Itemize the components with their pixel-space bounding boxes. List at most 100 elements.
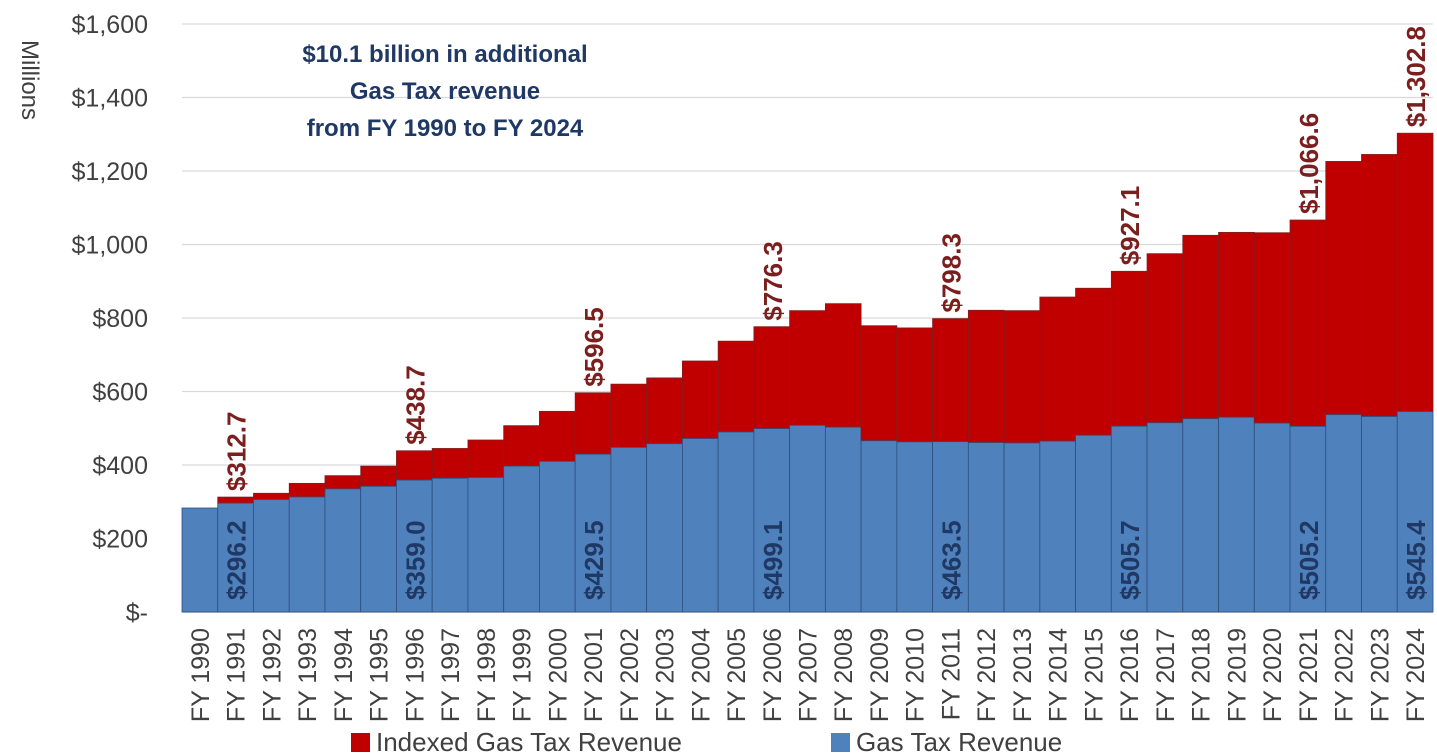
x-tick-label: FY 1991 bbox=[223, 628, 251, 722]
bar-gas-tax bbox=[431, 477, 469, 613]
x-axis-ticks: FY 1990 FY 1991 FY 1992 FY 1993 FY 1994 FY 19… bbox=[187, 628, 1430, 722]
bar-indexed-gas-tax bbox=[860, 325, 898, 442]
bar-indexed-gas-tax bbox=[288, 482, 326, 498]
bar-gas-tax bbox=[1289, 425, 1327, 613]
bar-indexed-gas-tax bbox=[1289, 219, 1327, 427]
callout-line-2: Gas Tax revenue bbox=[349, 78, 541, 105]
data-label-total: $927.1 bbox=[1115, 186, 1145, 266]
bar-gas-tax bbox=[1146, 422, 1184, 613]
bar-indexed-gas-tax bbox=[360, 465, 397, 487]
bar-indexed-gas-tax bbox=[610, 383, 648, 448]
x-tick-label: FY 2021 bbox=[1295, 628, 1323, 722]
bar-indexed-gas-tax bbox=[1396, 132, 1434, 412]
data-label-gas-tax: $359.0 bbox=[400, 520, 430, 600]
bar-gas-tax bbox=[1325, 414, 1362, 613]
bar-indexed-gas-tax bbox=[646, 377, 683, 445]
bar-gas-tax bbox=[824, 426, 862, 613]
bar-indexed-gas-tax bbox=[1039, 296, 1076, 442]
data-labels: $296.2 $359.0 $429.5 $499.1 $463.5 $505.7 $505… bbox=[222, 26, 1432, 600]
x-tick-label: FY 1994 bbox=[330, 628, 358, 722]
bar-gas-tax bbox=[896, 441, 933, 613]
y-tick-label: $800 bbox=[92, 305, 148, 333]
bar-gas-tax bbox=[1003, 442, 1041, 613]
y-tick-label: $1,600 bbox=[72, 11, 148, 39]
x-tick-label: FY 2002 bbox=[616, 628, 644, 722]
data-label-gas-tax: $505.2 bbox=[1294, 520, 1324, 600]
y-tick-label: $1,200 bbox=[72, 158, 148, 186]
data-label-gas-tax: $499.1 bbox=[758, 520, 788, 600]
legend-label-gas-tax: Gas Tax Revenue bbox=[856, 727, 1062, 756]
legend-swatch-indexed bbox=[351, 733, 370, 752]
bar-gas-tax bbox=[288, 496, 326, 613]
x-tick-label: FY 2003 bbox=[652, 628, 680, 722]
callout-line-1: $10.1 billion in additional bbox=[302, 41, 588, 68]
data-label-total: $798.3 bbox=[936, 233, 966, 313]
y-axis-ticks: $- $200 $400 $600 $800 $1,000 $1,200 $1,400 $1,6… bbox=[72, 11, 148, 627]
legend-label-indexed: Indexed Gas Tax Revenue bbox=[376, 727, 682, 756]
bar-gas-tax bbox=[682, 438, 719, 613]
x-tick-label: FY 2018 bbox=[1188, 628, 1216, 722]
bar-gas-tax bbox=[539, 460, 576, 613]
bar-gas-tax bbox=[181, 507, 219, 613]
bar-gas-tax bbox=[324, 488, 362, 613]
data-label-total: $1,066.6 bbox=[1294, 113, 1324, 214]
bar-indexed-gas-tax bbox=[932, 318, 969, 443]
x-tick-label: FY 1993 bbox=[294, 628, 322, 722]
y-axis-label: Millions bbox=[16, 40, 43, 120]
bar-gas-tax bbox=[1039, 440, 1076, 613]
x-tick-label: FY 1990 bbox=[187, 628, 215, 722]
bar-indexed-gas-tax bbox=[1325, 161, 1362, 416]
x-tick-label: FY 2004 bbox=[687, 628, 715, 722]
bar-indexed-gas-tax bbox=[1110, 270, 1148, 427]
bar-indexed-gas-tax bbox=[1218, 231, 1255, 418]
x-tick-label: FY 2017 bbox=[1152, 628, 1180, 722]
legend: Indexed Gas Tax Revenue Gas Tax Revenue bbox=[351, 727, 1062, 756]
bar-indexed-gas-tax bbox=[217, 496, 254, 504]
bar-indexed-gas-tax bbox=[1146, 253, 1184, 424]
bar-gas-tax bbox=[1396, 411, 1434, 613]
x-tick-label: FY 2015 bbox=[1080, 628, 1108, 722]
x-tick-label: FY 2010 bbox=[902, 628, 930, 722]
y-tick-label: $1,400 bbox=[72, 85, 148, 113]
bar-gas-tax bbox=[932, 441, 969, 613]
y-tick-label: $- bbox=[126, 599, 148, 627]
bar-indexed-gas-tax bbox=[1003, 310, 1041, 444]
x-tick-label: FY 1997 bbox=[437, 628, 465, 722]
bar-indexed-gas-tax bbox=[789, 310, 826, 426]
x-tick-label: FY 1996 bbox=[401, 628, 429, 722]
bar-indexed-gas-tax bbox=[1361, 154, 1398, 417]
x-tick-label: FY 2006 bbox=[759, 628, 787, 722]
x-tick-label: FY 2005 bbox=[723, 628, 751, 722]
data-label-gas-tax: $545.4 bbox=[1401, 520, 1431, 600]
bar-indexed-gas-tax bbox=[503, 425, 540, 467]
bar-gas-tax bbox=[253, 499, 290, 613]
bar-gas-tax bbox=[1182, 418, 1219, 613]
bar-indexed-gas-tax bbox=[753, 326, 791, 429]
data-label-gas-tax: $505.7 bbox=[1115, 520, 1145, 600]
bar-indexed-gas-tax bbox=[539, 410, 576, 462]
bar-gas-tax bbox=[574, 453, 612, 613]
bar-gas-tax bbox=[1110, 425, 1148, 613]
bar-indexed-gas-tax bbox=[396, 450, 433, 481]
x-tick-label: FY 2014 bbox=[1045, 628, 1073, 722]
bar-indexed-gas-tax bbox=[1075, 287, 1112, 436]
data-label-total: $596.5 bbox=[579, 307, 609, 387]
x-tick-label: FY 1999 bbox=[509, 628, 537, 722]
y-tick-label: $600 bbox=[92, 379, 148, 407]
x-tick-label: FY 2013 bbox=[1009, 628, 1037, 722]
x-tick-label: FY 2023 bbox=[1366, 628, 1394, 722]
data-label-gas-tax: $429.5 bbox=[579, 520, 609, 600]
bar-gas-tax bbox=[1361, 416, 1398, 613]
bar-gas-tax bbox=[360, 485, 397, 613]
x-tick-label: FY 1995 bbox=[366, 628, 394, 722]
bar-gas-tax bbox=[467, 477, 505, 613]
x-tick-label: FY 1998 bbox=[473, 628, 501, 722]
bar-gas-tax bbox=[753, 428, 791, 613]
data-label-total: $1,302.8 bbox=[1401, 26, 1431, 127]
bar-gas-tax bbox=[789, 424, 826, 613]
bars bbox=[181, 132, 1434, 613]
bar-gas-tax bbox=[217, 502, 254, 613]
bar-gas-tax bbox=[503, 465, 540, 613]
data-label-total: $776.3 bbox=[758, 241, 788, 321]
